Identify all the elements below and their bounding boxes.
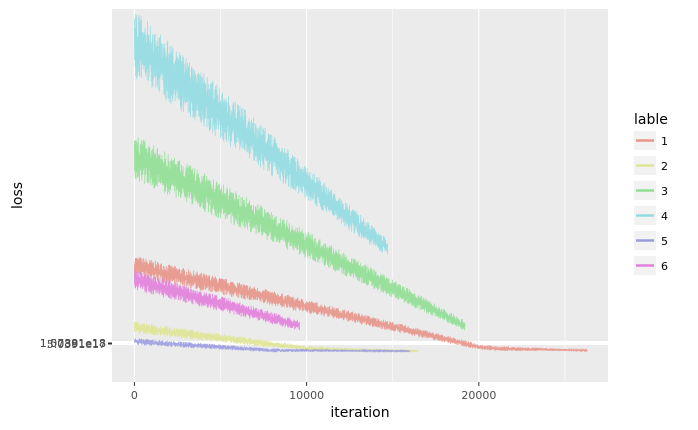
series-layer bbox=[134, 14, 588, 354]
y-axis-title: loss bbox=[10, 182, 26, 209]
legend-label-3: 3 bbox=[661, 185, 668, 198]
x-tick-label: 10000 bbox=[289, 389, 324, 402]
legend: lable 1 2 3 4 5 6 bbox=[634, 112, 668, 275]
legend-label-6: 6 bbox=[661, 260, 668, 273]
x-tick-label: 0 bbox=[131, 389, 138, 402]
series-4-line bbox=[134, 14, 388, 255]
series-1-line bbox=[134, 257, 588, 353]
series-2-line bbox=[134, 321, 419, 353]
y-tick-label: 5.0391e17 bbox=[47, 338, 106, 351]
legend-label-4: 4 bbox=[661, 210, 668, 223]
series-3-line bbox=[134, 137, 466, 331]
legend-label-2: 2 bbox=[661, 160, 668, 173]
series-6-line bbox=[134, 269, 300, 331]
x-axis-title: iteration bbox=[330, 405, 389, 421]
y-tick-label: 1.50381e18 bbox=[40, 337, 106, 350]
legend-title: lable bbox=[634, 112, 668, 128]
grid-line-horizontal bbox=[112, 341, 608, 345]
legend-label-5: 5 bbox=[661, 235, 668, 248]
x-axis: 0 10000 20000 bbox=[131, 382, 496, 402]
y-tick-label: 1.07891e18 bbox=[40, 337, 106, 350]
series-5-line bbox=[134, 338, 411, 354]
legend-label-1: 1 bbox=[661, 135, 668, 148]
x-tick-label: 20000 bbox=[461, 389, 496, 402]
